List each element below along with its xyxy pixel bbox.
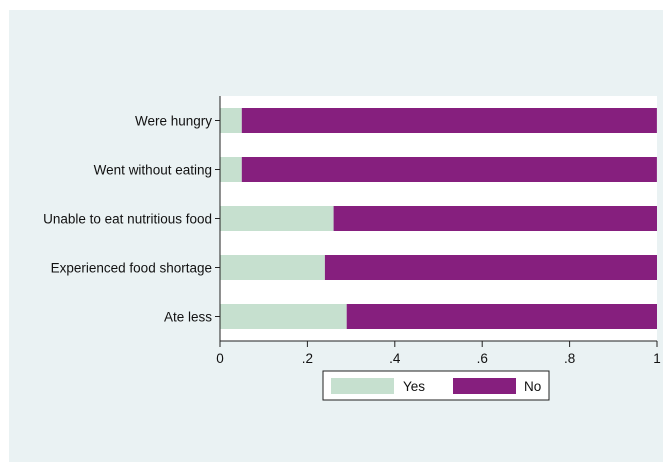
bar-yes-4 [220,304,347,329]
legend-label-no: No [524,379,541,394]
x-tick-label-5: 1 [653,351,661,366]
bar-no-4 [346,304,657,329]
x-tick-label-3: .6 [477,351,488,366]
legend-label-yes: Yes [403,379,425,394]
bar-no-3 [324,255,657,280]
bar-yes-0 [220,108,242,133]
bar-chart: Were hungry Went without eating Unable to … [43,96,661,401]
category-label-1: Went without eating [94,163,212,178]
bar-yes-3 [220,255,325,280]
category-label-3: Experienced food shortage [51,261,212,276]
legend-swatch-no [453,378,516,394]
category-label-0: Were hungry [135,114,212,129]
category-label-4: Ate less [164,310,212,325]
chart-panel: Were hungry Went without eating Unable to … [9,10,663,462]
x-tick-label-4: .8 [564,351,575,366]
x-tick-label-2: .4 [389,351,401,366]
bar-no-1 [241,157,657,182]
bar-no-2 [333,206,657,231]
bar-yes-1 [220,157,242,182]
legend-swatch-yes [331,378,394,394]
category-label-2: Unable to eat nutritious food [43,212,212,227]
bar-yes-2 [220,206,334,231]
bar-no-0 [241,108,657,133]
x-tick-label-0: 0 [216,351,224,366]
x-tick-label-1: .2 [302,351,313,366]
